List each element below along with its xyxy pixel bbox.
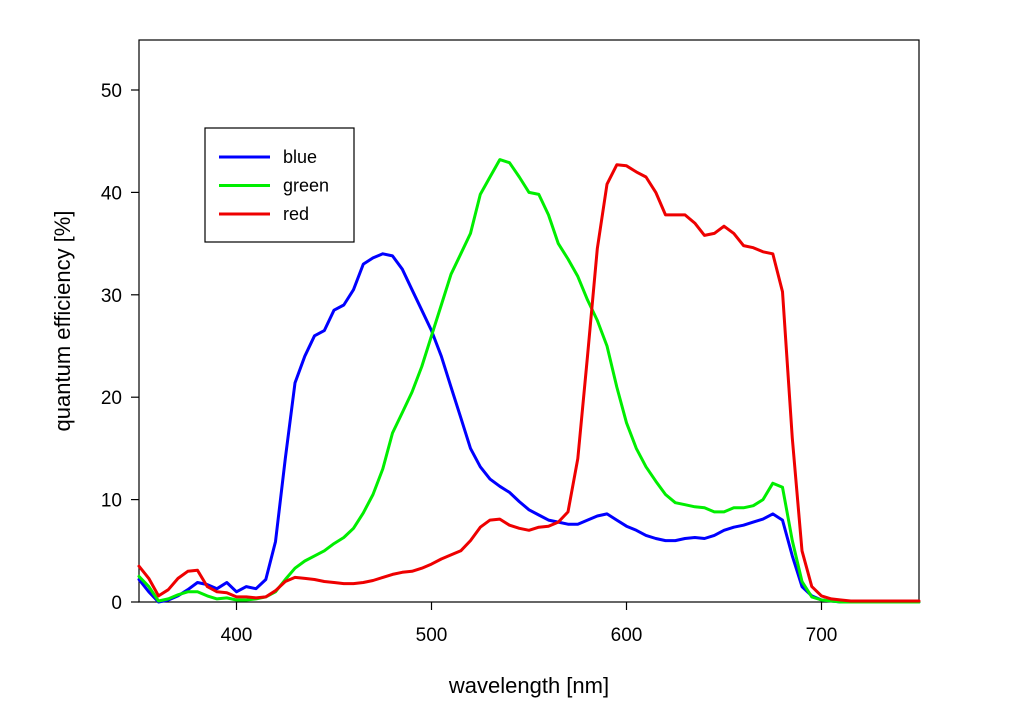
legend-label-blue: blue	[283, 147, 317, 167]
y-tick-label: 50	[101, 81, 122, 102]
series-line-red	[137, 163, 921, 603]
y-axis-title: quantum efficiency [%]	[50, 211, 75, 432]
y-tick-label: 0	[111, 593, 122, 614]
y-tick-label: 30	[101, 286, 122, 307]
plot-frame	[138, 39, 920, 603]
x-axis-title: wavelength [nm]	[448, 673, 609, 698]
y-tick-label: 40	[101, 183, 122, 204]
legend-label-green: green	[283, 176, 329, 196]
x-tick-label: 700	[806, 625, 838, 646]
x-tick-label: 600	[611, 625, 643, 646]
legend-items: blue green red	[219, 147, 329, 224]
x-tick-label: 500	[416, 625, 448, 646]
series-lines	[137, 158, 921, 604]
x-tick-label: 400	[221, 625, 253, 646]
legend-label-red: red	[283, 204, 309, 224]
y-axis: 0 10 20 30 40 50	[101, 81, 139, 614]
legend: blue green red	[204, 127, 355, 243]
series-line-blue	[137, 252, 921, 604]
y-tick-label: 20	[101, 388, 122, 409]
x-axis: 400 500 600 700	[221, 602, 838, 646]
y-tick-label: 10	[101, 491, 122, 512]
